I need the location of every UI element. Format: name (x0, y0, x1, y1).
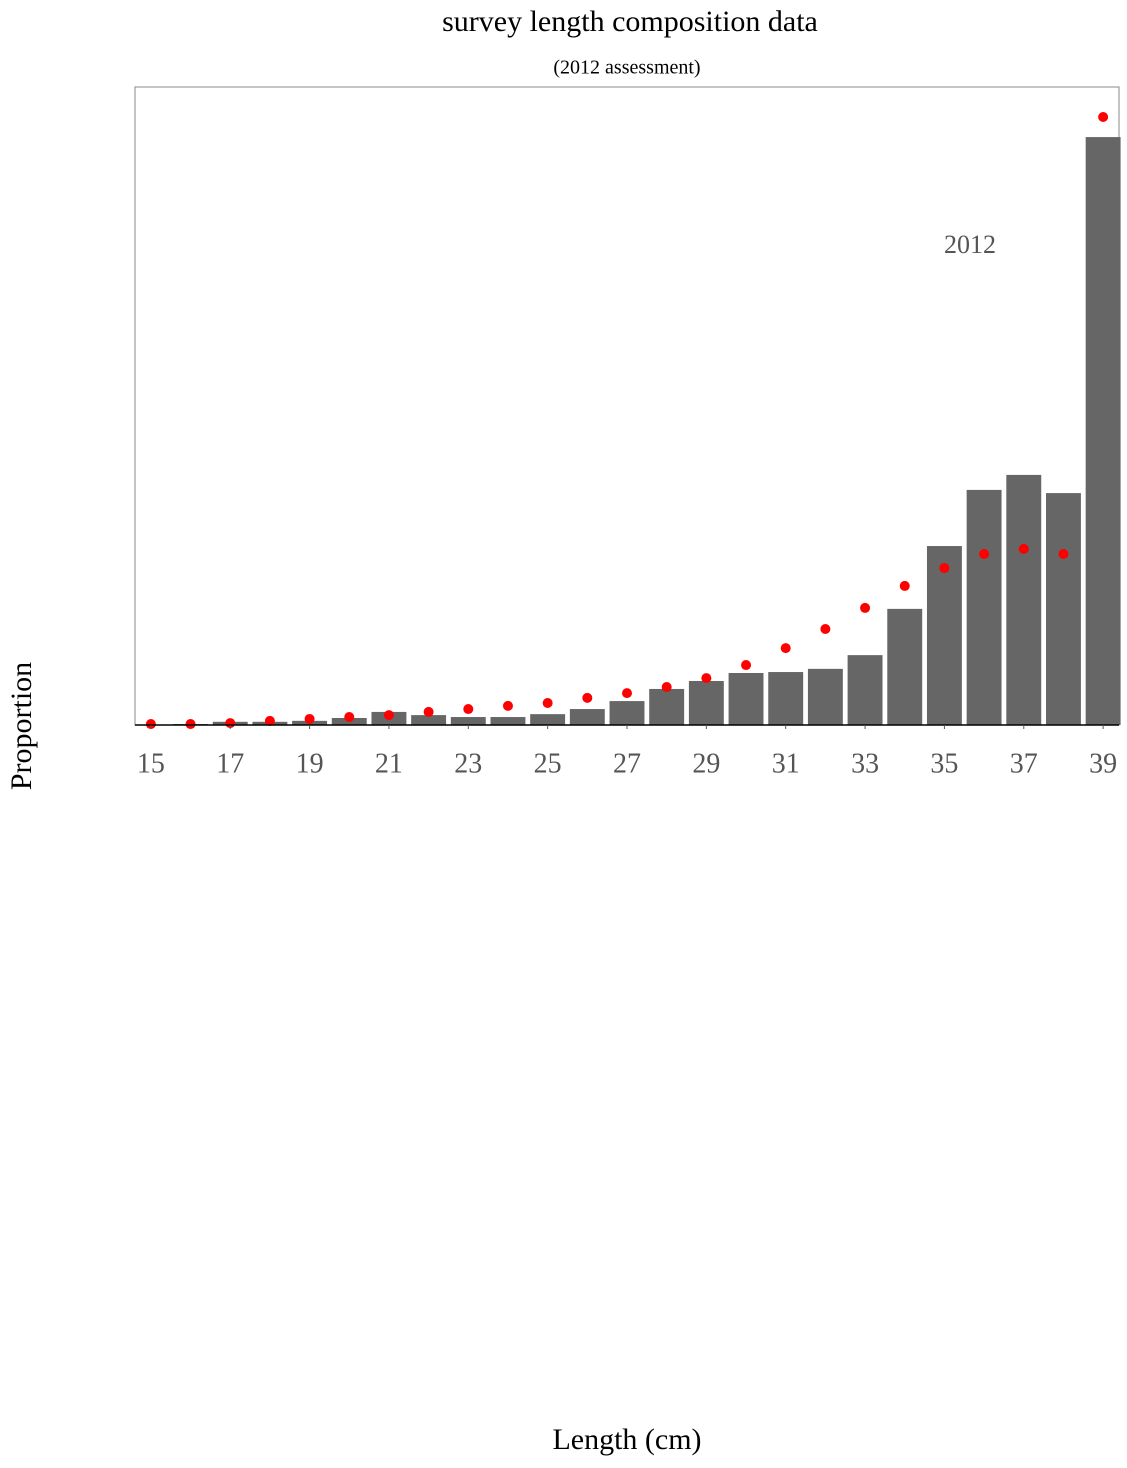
x-tick-label: 29 (692, 748, 720, 779)
bar (887, 608, 923, 725)
point (701, 673, 712, 684)
x-tick-label: 23 (454, 748, 482, 779)
y-axis-label: Proportion (5, 662, 38, 790)
bar (649, 688, 685, 725)
bar (411, 715, 447, 725)
x-tick-label: 25 (534, 748, 562, 779)
x-tick-label: 15 (137, 748, 165, 779)
bar (728, 673, 764, 725)
bar (609, 701, 645, 725)
bar (490, 717, 526, 725)
bar (1006, 474, 1042, 725)
point (939, 563, 950, 574)
point (304, 713, 315, 724)
point (185, 719, 196, 730)
chart-subtitle: (2012 assessment) (553, 57, 700, 79)
x-tick-label: 21 (375, 748, 403, 779)
point (860, 602, 871, 613)
point (383, 710, 394, 721)
bar (688, 680, 724, 725)
point (780, 643, 791, 654)
point (979, 549, 990, 560)
bar (966, 489, 1002, 725)
annotation: 2012 (944, 230, 996, 259)
point (1098, 111, 1109, 122)
point (344, 712, 355, 723)
point (264, 715, 275, 726)
point (582, 692, 593, 703)
bar (847, 655, 883, 725)
bar (450, 717, 486, 725)
point (1058, 549, 1069, 560)
x-tick-label: 33 (851, 748, 879, 779)
point (622, 688, 632, 699)
x-tick-label: 37 (1010, 748, 1038, 779)
point (502, 700, 513, 711)
x-tick-label: 27 (613, 748, 641, 779)
chart-title: survey length composition data (442, 5, 818, 38)
bar (926, 546, 962, 725)
bar (530, 714, 566, 725)
bar (1045, 493, 1081, 725)
point (145, 719, 156, 730)
point (820, 623, 831, 634)
point (542, 697, 553, 708)
point (661, 682, 672, 693)
x-tick-label: 31 (772, 748, 800, 779)
x-tick-label: 17 (216, 748, 244, 779)
point (741, 660, 752, 671)
point (463, 704, 474, 715)
bar (1085, 137, 1121, 725)
bar (569, 709, 605, 725)
point (899, 580, 910, 591)
point (423, 706, 434, 717)
bar (807, 668, 843, 725)
x-tick-label: 35 (930, 748, 958, 779)
x-tick-label: 39 (1089, 748, 1117, 779)
bar (768, 672, 804, 725)
point (1018, 543, 1029, 554)
x-axis-label: Length (cm) (552, 1423, 701, 1456)
x-tick-label: 19 (296, 748, 324, 779)
